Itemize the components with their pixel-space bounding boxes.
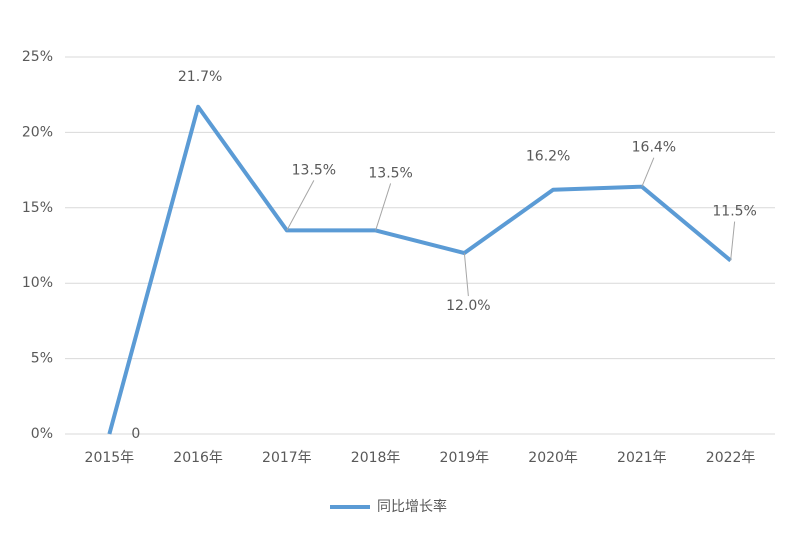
data-label: 16.4% bbox=[632, 140, 676, 156]
data-label: 21.7% bbox=[178, 69, 222, 85]
data-label: 12.0% bbox=[446, 298, 490, 314]
data-label: 13.5% bbox=[292, 162, 336, 178]
leader-line bbox=[286, 180, 315, 231]
y-tick-label: 10% bbox=[22, 275, 53, 291]
data-label: 0 bbox=[131, 426, 140, 442]
x-tick-label: 2015年 bbox=[85, 450, 135, 466]
x-tick-label: 2020年 bbox=[528, 450, 578, 466]
y-tick-label: 5% bbox=[31, 351, 53, 367]
x-tick-label: 2021年 bbox=[617, 450, 667, 466]
x-tick-label: 2019年 bbox=[440, 450, 490, 466]
x-tick-label: 2017年 bbox=[262, 450, 312, 466]
data-label: 11.5% bbox=[712, 204, 756, 220]
y-tick-label: 15% bbox=[22, 200, 53, 216]
leader-line bbox=[375, 183, 392, 231]
data-label: 16.2% bbox=[526, 149, 570, 165]
y-tick-label: 25% bbox=[22, 49, 53, 65]
y-tick-label: 0% bbox=[31, 426, 53, 442]
leader-line bbox=[730, 221, 736, 261]
data-label: 13.5% bbox=[368, 165, 412, 181]
x-tick-label: 2022年 bbox=[706, 450, 756, 466]
data-line bbox=[107, 104, 732, 435]
leader-line bbox=[463, 252, 469, 297]
y-tick-label: 20% bbox=[22, 124, 53, 140]
legend-label: 同比增长率 bbox=[377, 498, 447, 515]
leader-line bbox=[641, 157, 655, 187]
x-tick-label: 2016年 bbox=[173, 450, 223, 466]
x-tick-label: 2018年 bbox=[351, 450, 401, 466]
